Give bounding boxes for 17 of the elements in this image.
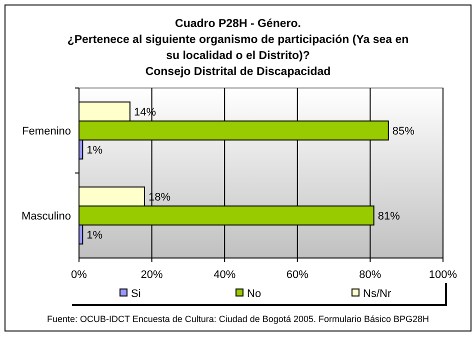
data-label: 81% xyxy=(378,210,400,222)
data-label: 85% xyxy=(392,126,415,138)
x-tick-label: 0% xyxy=(71,269,88,281)
data-label: 1% xyxy=(86,144,103,156)
data-label: 1% xyxy=(86,230,103,242)
y-tick-label: Masculino xyxy=(21,210,71,222)
x-tick-label: 80% xyxy=(359,269,382,281)
chart-title: Cuadro P28H - Género. ¿Pertenece al siguiente organismo de participación (Ya sea en su localidad o el Distrito)? Consejo Distrital de Discapacidad xyxy=(67,18,409,78)
y-tick-label: Femenino xyxy=(22,126,71,138)
x-tick-label: 60% xyxy=(286,269,309,281)
x-tick-label: 40% xyxy=(214,269,236,281)
source-note: Fuente: OCUB-IDCT Encuesta de Cultura: Ciudad de Bogotá 2005. Formulario Básico BPG28H xyxy=(46,314,430,324)
x-tick-label: 100% xyxy=(428,269,458,281)
legend-label: Ns/Nr xyxy=(363,288,392,300)
legend-label: No xyxy=(247,288,262,300)
x-tick-label: 20% xyxy=(140,269,164,281)
legend-label: Si xyxy=(131,288,141,300)
